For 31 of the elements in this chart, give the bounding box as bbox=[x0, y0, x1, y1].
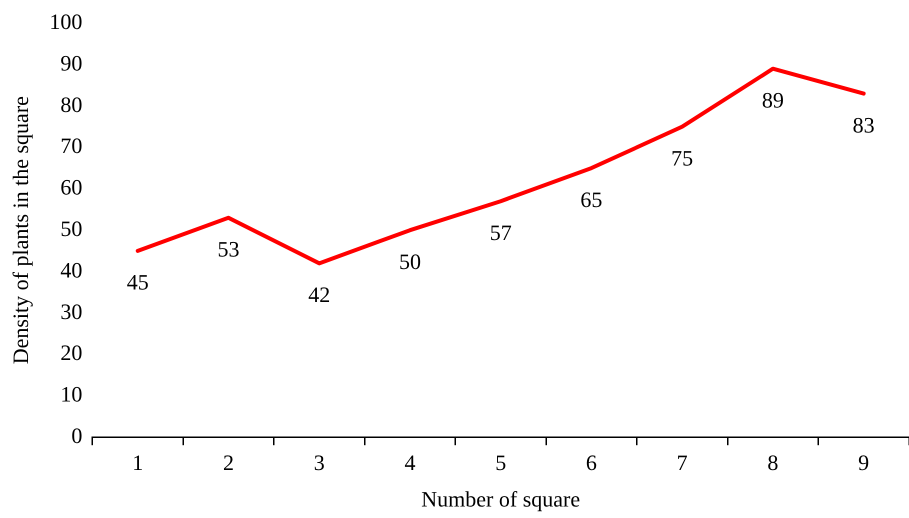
y-tick-label: 60 bbox=[60, 174, 82, 200]
y-tick-label: 10 bbox=[60, 382, 82, 407]
y-tick-label: 100 bbox=[49, 8, 82, 34]
y-tick-label: 50 bbox=[60, 216, 82, 241]
x-tick-label: 9 bbox=[858, 450, 870, 476]
y-tick-label: 20 bbox=[60, 340, 82, 366]
data-label: 57 bbox=[490, 220, 512, 245]
x-tick-label: 3 bbox=[314, 450, 325, 476]
y-tick-label: 90 bbox=[60, 50, 82, 76]
x-axis-title: Number of square bbox=[421, 486, 580, 512]
y-axis-title: Density of plants in the square bbox=[8, 96, 33, 364]
data-label: 65 bbox=[580, 186, 602, 212]
data-label: 45 bbox=[126, 270, 149, 295]
x-tick-label: 4 bbox=[404, 450, 416, 476]
x-tick-label: 2 bbox=[223, 450, 234, 476]
data-label: 42 bbox=[308, 282, 330, 308]
y-tick-label: 80 bbox=[60, 92, 82, 117]
data-label: 53 bbox=[218, 236, 240, 262]
data-label: 89 bbox=[762, 88, 784, 113]
y-tick-label: 40 bbox=[60, 257, 82, 282]
y-tick-label: 0 bbox=[71, 422, 82, 448]
y-tick-label: 70 bbox=[60, 133, 82, 158]
y-tick-label: 30 bbox=[60, 298, 82, 324]
x-tick-label: 1 bbox=[132, 450, 144, 476]
data-label: 83 bbox=[852, 112, 875, 138]
x-tick-label: 8 bbox=[767, 450, 778, 476]
data-label: 75 bbox=[671, 145, 694, 170]
x-tick-label: 5 bbox=[495, 450, 506, 476]
x-tick-label: 7 bbox=[676, 450, 688, 476]
x-tick-label: 6 bbox=[586, 450, 597, 476]
data-label: 50 bbox=[398, 248, 421, 274]
